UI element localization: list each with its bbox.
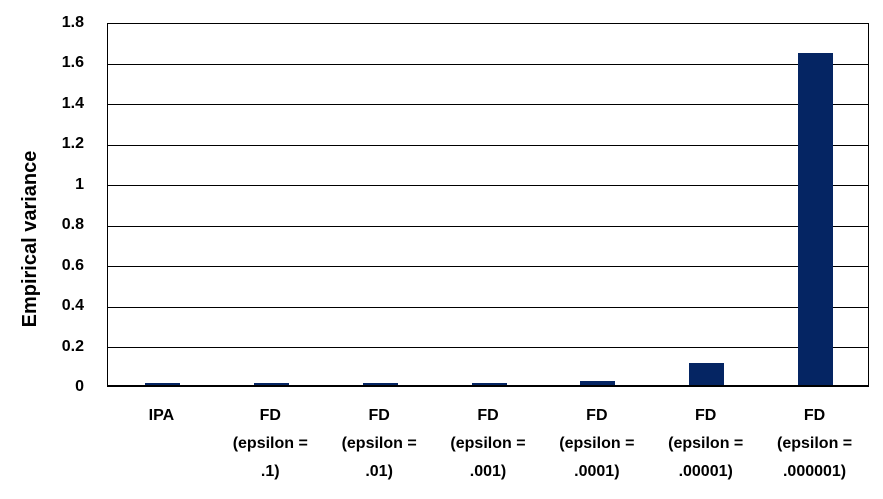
x-axis-label-line: (epsilon =	[450, 435, 526, 452]
x-axis-label-line: .0001)	[574, 463, 620, 480]
x-axis-label-line: .000001)	[782, 463, 847, 480]
x-axis-label-line: FD	[586, 407, 608, 424]
y-tick-label: 1.8	[61, 14, 84, 31]
x-axis-label-line: .1)	[260, 463, 280, 480]
gridline	[108, 306, 868, 308]
x-axis-label-line: .00001)	[678, 463, 733, 480]
bar	[689, 362, 725, 385]
x-axis-label: FD (epsilon = .00001)	[651, 402, 760, 486]
bar	[580, 380, 616, 385]
gridline	[108, 63, 868, 65]
x-axis-label-line: FD	[695, 407, 717, 424]
bar	[144, 382, 180, 385]
plot-area	[107, 23, 869, 387]
gridline	[108, 185, 868, 187]
y-axis: 0 0.2 0.4 0.6 0.8 1 1.2 1.4 1.6 1.8	[0, 14, 84, 395]
x-axis-label-line: (epsilon =	[777, 435, 853, 452]
y-tick-label: 0	[75, 378, 84, 395]
y-tick-label: 1	[75, 175, 84, 193]
x-axis-label-line: (epsilon =	[559, 435, 635, 452]
y-tick-label: 0.4	[61, 297, 84, 315]
x-axis-label-line: IPA	[148, 407, 175, 424]
y-tick-label: 1.2	[61, 135, 84, 153]
bar	[253, 382, 289, 385]
x-axis-label-line: FD	[803, 407, 826, 424]
x-axis-label: FD (epsilon = .000001)	[760, 402, 869, 486]
x-axis-label-line: FD	[477, 407, 499, 424]
y-tick-label: 0.8	[61, 216, 84, 234]
y-tick-label: 0.2	[61, 337, 84, 355]
gridline	[108, 266, 868, 268]
bar	[471, 382, 507, 385]
gridline	[108, 104, 868, 106]
x-axis-label-line: (epsilon =	[232, 435, 308, 452]
x-axis-label-line: .01)	[365, 463, 393, 480]
x-axis-label: IPA	[107, 402, 216, 430]
bar	[798, 53, 834, 385]
x-axis-label-line: .001)	[469, 463, 507, 480]
gridline	[108, 225, 868, 227]
x-axis-label-line: FD	[259, 407, 281, 424]
y-tick-label: 1.4	[61, 94, 84, 112]
x-axis-label: FD (epsilon = .1)	[216, 402, 325, 486]
x-axis-label: FD (epsilon = .01)	[325, 402, 434, 486]
y-tick-label: 1.6	[61, 54, 84, 72]
x-axis-label-line: FD	[368, 407, 390, 424]
x-axis-label: FD (epsilon = .0001)	[542, 402, 651, 486]
bar	[362, 382, 398, 385]
gridline	[108, 144, 868, 146]
gridline	[108, 347, 868, 349]
x-axis-label: FD (epsilon = .001)	[434, 402, 543, 486]
x-axis: IPA FD (epsilon = .1) FD (epsilon = .01) FD (eps…	[107, 402, 869, 492]
x-axis-label-line: (epsilon =	[341, 435, 417, 452]
x-axis-label-line: (epsilon =	[668, 435, 744, 452]
y-tick-label: 0.6	[61, 256, 84, 274]
